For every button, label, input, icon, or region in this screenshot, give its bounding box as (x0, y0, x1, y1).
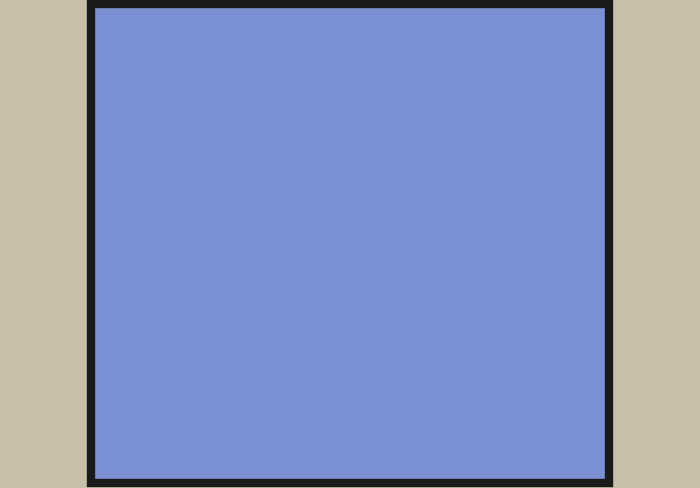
Text: 3.: 3. (148, 19, 163, 34)
Text: ε: ε (442, 242, 452, 260)
Text: the emf of the battery.: the emf of the battery. (148, 109, 330, 124)
Text: b: b (500, 203, 510, 218)
Text: 40. Ω: 40. Ω (359, 184, 396, 199)
Text: in the circuit shown below is +15. V.  Determine: in the circuit shown below is +15. V. De… (148, 79, 535, 94)
Text: +: + (420, 247, 434, 265)
Text: potential difference of point: potential difference of point (148, 49, 377, 64)
Text: 20. Ω: 20. Ω (214, 240, 251, 254)
Text: relative to point: relative to point (400, 49, 533, 64)
Text: a: a (388, 49, 398, 64)
Text: 80. Ω: 80. Ω (359, 342, 396, 356)
Text: 10. Ω: 10. Ω (332, 258, 368, 271)
Text: The ideal voltmeter reports that the: The ideal voltmeter reports that the (203, 19, 493, 34)
Circle shape (360, 141, 395, 177)
Text: V: V (372, 152, 382, 165)
Text: a: a (244, 203, 253, 218)
Text: b: b (544, 49, 554, 64)
